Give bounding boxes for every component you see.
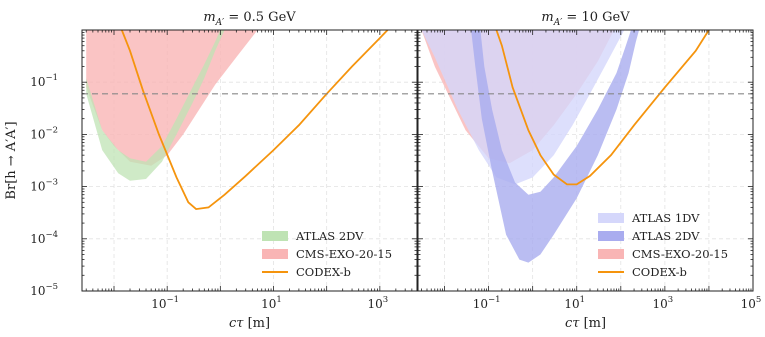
band-atlas-2dv: [471, 30, 640, 263]
x-axis-label: cτ [m]: [565, 316, 606, 331]
x-tick-label: 10−1: [473, 295, 501, 311]
x-axis-label: cτ [m]: [229, 316, 270, 331]
band-atlas-1dv: [421, 30, 625, 185]
panel-title: mA′ = 10 GeV: [541, 10, 630, 28]
legend: ATLAS 1DV ATLAS 2DV CMS-EXO-20-15 CODEX-b: [598, 211, 728, 279]
line-codex-b: [120, 30, 389, 211]
shared-y-axis: 10−1 10−2 10−3 10−4 10−5 Br[h → A′A′]: [4, 29, 753, 298]
legend-label-cms-exo-20-15: CMS-EXO-20-15: [632, 247, 728, 261]
left-panel: 10−1 101 103 cτ [m] mA′ = 0.5 GeV ATLAS 2DV CM…: [81, 10, 418, 331]
x-tick-label: 10−1: [151, 295, 179, 311]
legend-label-atlas-1dv: ATLAS 1DV: [631, 211, 700, 225]
x-tick-label: 101: [564, 295, 585, 311]
plot-frame: [81, 29, 418, 292]
y-tick-label: 10−3: [30, 178, 58, 194]
panel-title: mA′ = 0.5 GeV: [203, 10, 296, 28]
legend-label-atlas-2dv: ATLAS 2DV: [631, 229, 700, 243]
legend-swatch-atlas-2dv: [262, 231, 288, 241]
y-tick-label: 10−1: [30, 73, 58, 89]
legend-label-codex-b: CODEX-b: [296, 265, 351, 279]
x-tick-label: 103: [653, 295, 674, 311]
legend-swatch-cms-exo-20-15: [598, 249, 624, 259]
legend-label-codex-b: CODEX-b: [632, 265, 687, 279]
y-tick-label: 10−5: [30, 282, 58, 298]
band-cms-exo-20-15: [86, 30, 258, 166]
legend-swatch-atlas-2dv: [598, 231, 624, 241]
y-axis-label: Br[h → A′A′]: [4, 121, 19, 199]
x-tick-label: 103: [367, 295, 388, 311]
x-tick-label: 101: [261, 295, 282, 311]
y-tick-label: 10−4: [30, 230, 58, 246]
legend-label-atlas-2dv: ATLAS 2DV: [295, 229, 364, 243]
legend-swatch-atlas-1dv: [598, 213, 624, 223]
legend: ATLAS 2DV CMS-EXO-20-15 CODEX-b: [262, 229, 392, 279]
plot-frame: [417, 29, 754, 292]
series-group: [421, 30, 710, 263]
y-tick-label: 10−2: [30, 125, 58, 141]
legend-label-cms-exo-20-15: CMS-EXO-20-15: [296, 247, 392, 261]
right-panel: 10−1 101 103 105 cτ [m] mA′ = 10 GeV ATLAS 1DV…: [417, 10, 762, 331]
x-ticks: [421, 30, 754, 291]
legend-swatch-cms-exo-20-15: [262, 249, 288, 259]
x-tick-label: 105: [741, 295, 762, 311]
series-group: [86, 30, 389, 211]
x-ticks: [85, 30, 418, 291]
